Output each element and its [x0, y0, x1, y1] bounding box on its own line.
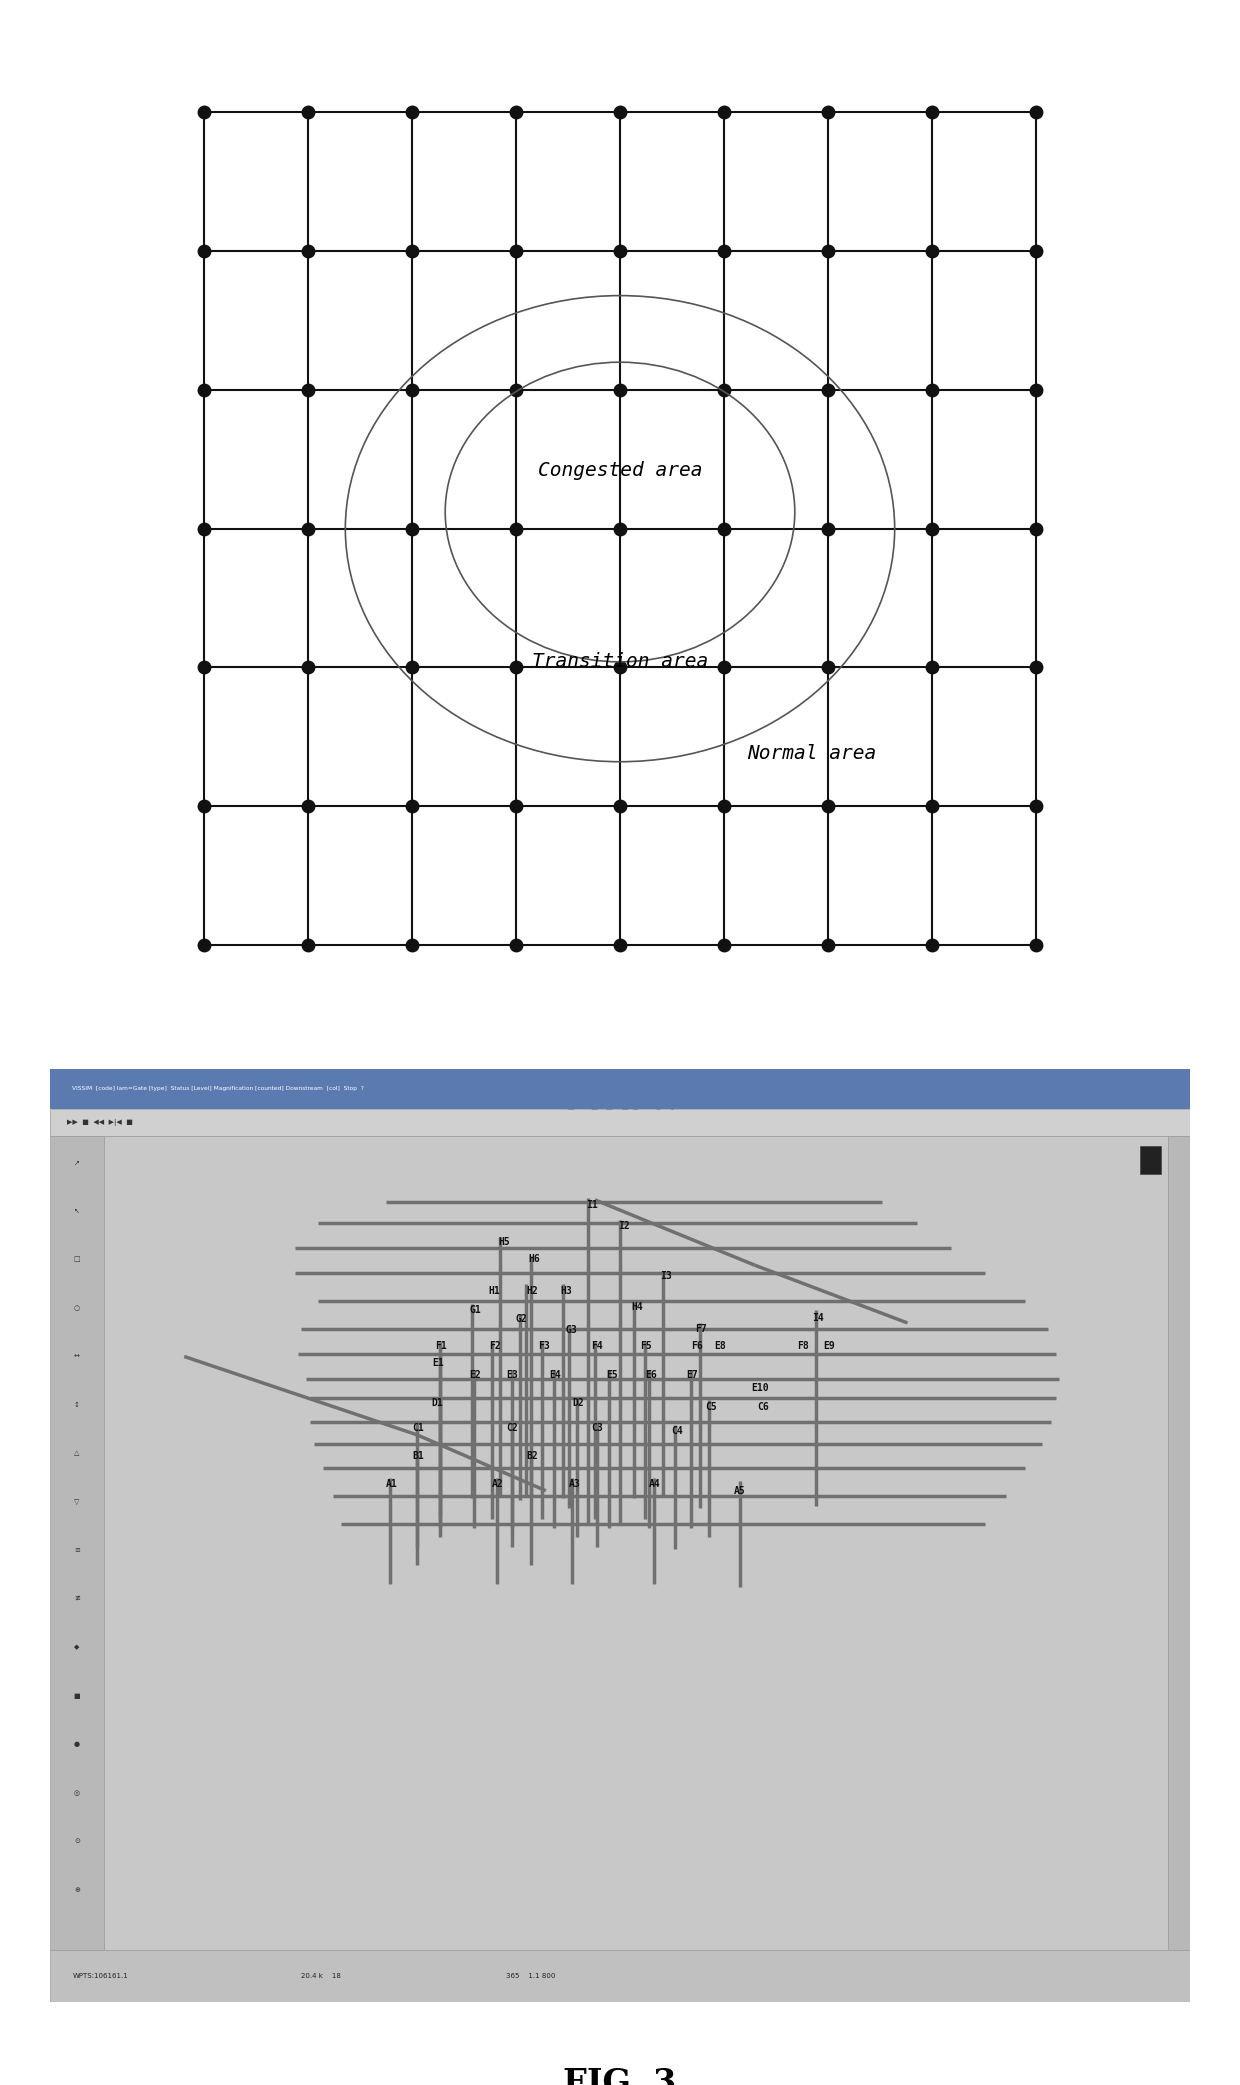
- Text: ≡: ≡: [74, 1547, 79, 1553]
- Text: ↕: ↕: [74, 1401, 79, 1407]
- Bar: [50, 1070, 1190, 1109]
- Bar: [1141, 1147, 1161, 1174]
- Text: F6: F6: [691, 1341, 703, 1351]
- Text: VISSIM  [code] lam=Gate [type]  Status [Level] Magnification [counted] Downstrea: VISSIM [code] lam=Gate [type] Status [Le…: [72, 1086, 365, 1090]
- Text: B2: B2: [527, 1451, 538, 1462]
- Text: WPTS:106161.1: WPTS:106161.1: [72, 1972, 128, 1979]
- Text: FIG. 2: FIG. 2: [563, 1088, 677, 1122]
- Text: A3: A3: [569, 1478, 580, 1489]
- Text: F3: F3: [538, 1341, 549, 1351]
- Text: E8: E8: [714, 1341, 727, 1351]
- Text: A2: A2: [492, 1478, 503, 1489]
- Text: I4: I4: [812, 1314, 823, 1324]
- Text: F4: F4: [591, 1341, 603, 1351]
- Text: E6: E6: [645, 1370, 657, 1380]
- Text: F1: F1: [435, 1341, 446, 1351]
- Text: H4: H4: [631, 1303, 644, 1311]
- Bar: [50, 1109, 1190, 1136]
- Text: A4: A4: [649, 1478, 660, 1489]
- Text: Transition area: Transition area: [532, 653, 708, 671]
- Text: G3: G3: [565, 1326, 577, 1334]
- Text: H1: H1: [489, 1286, 501, 1297]
- Text: C2: C2: [506, 1424, 517, 1432]
- Text: ▶▶  ■  ◀◀  ▶|◀  ■: ▶▶ ■ ◀◀ ▶|◀ ■: [67, 1120, 133, 1126]
- Text: ⊙: ⊙: [74, 1839, 79, 1845]
- Text: H3: H3: [560, 1286, 573, 1297]
- Text: F8: F8: [797, 1341, 808, 1351]
- Text: F7: F7: [696, 1324, 707, 1334]
- Text: C1: C1: [413, 1424, 424, 1432]
- Text: H6: H6: [528, 1253, 541, 1264]
- Text: E3: E3: [506, 1370, 517, 1380]
- Text: A1: A1: [386, 1478, 398, 1489]
- Text: I3: I3: [660, 1272, 672, 1282]
- Text: 20.4 k    18: 20.4 k 18: [300, 1972, 341, 1979]
- Text: ●: ●: [74, 1741, 81, 1747]
- Text: ⊕: ⊕: [74, 1887, 79, 1893]
- Text: E10: E10: [751, 1382, 769, 1393]
- Text: E2: E2: [470, 1370, 481, 1380]
- Bar: [50, 1949, 1190, 2002]
- Text: E1: E1: [432, 1357, 444, 1368]
- Bar: [50, 1136, 104, 1949]
- Text: △: △: [74, 1451, 79, 1457]
- Text: H5: H5: [498, 1236, 510, 1247]
- Text: C3: C3: [591, 1424, 603, 1432]
- Text: E5: E5: [606, 1370, 618, 1380]
- Text: C4: C4: [671, 1426, 683, 1437]
- Text: C6: C6: [756, 1401, 769, 1412]
- Text: ≢: ≢: [74, 1595, 79, 1601]
- Text: G1: G1: [470, 1305, 481, 1316]
- Text: D2: D2: [572, 1399, 584, 1407]
- Text: F2: F2: [489, 1341, 501, 1351]
- Text: FIG. 3: FIG. 3: [563, 2066, 677, 2085]
- Text: ○: ○: [74, 1305, 81, 1311]
- Text: ↖: ↖: [74, 1207, 79, 1213]
- Text: I1: I1: [585, 1199, 598, 1209]
- Text: ▽: ▽: [74, 1499, 79, 1505]
- Text: Normal area: Normal area: [746, 744, 877, 763]
- Text: E9: E9: [823, 1341, 835, 1351]
- Text: ↗: ↗: [74, 1159, 79, 1166]
- Bar: [1168, 1136, 1190, 1949]
- Text: D1: D1: [432, 1399, 444, 1407]
- Text: A5: A5: [734, 1487, 745, 1495]
- Text: ↔: ↔: [74, 1353, 79, 1359]
- Text: ◆: ◆: [74, 1645, 79, 1651]
- Text: H2: H2: [527, 1286, 538, 1297]
- Text: B1: B1: [413, 1451, 424, 1462]
- Text: F5: F5: [641, 1341, 652, 1351]
- Text: G2: G2: [515, 1314, 527, 1324]
- Text: I2: I2: [618, 1222, 630, 1230]
- Text: Congested area: Congested area: [538, 461, 702, 480]
- Text: E7: E7: [686, 1370, 698, 1380]
- Text: C5: C5: [706, 1401, 717, 1412]
- Text: 365    1.1 800: 365 1.1 800: [506, 1972, 556, 1979]
- Text: ■: ■: [73, 1693, 81, 1699]
- Text: ◎: ◎: [74, 1789, 81, 1795]
- Text: □: □: [73, 1257, 81, 1264]
- Text: E4: E4: [549, 1370, 560, 1380]
- Bar: [104, 1136, 1168, 1949]
